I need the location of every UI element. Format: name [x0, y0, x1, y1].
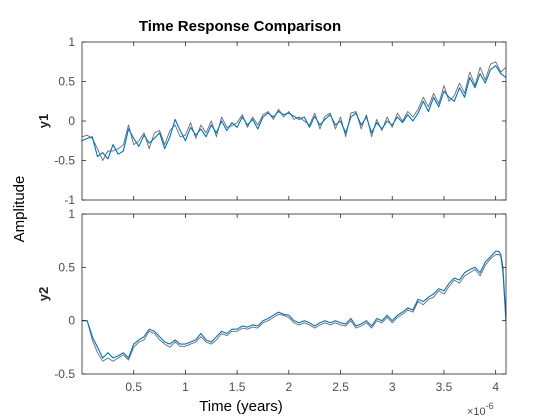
y-tick-label: -0.5	[54, 154, 75, 168]
series-line-y1-1	[82, 65, 506, 160]
subplot-y2: -0.5 0 0.5 1 0.5 1 1.5 2 2.5 3 3.5 4 y2	[36, 207, 507, 394]
y-tick-label: 1	[68, 207, 75, 221]
x-exponent-base: ×10	[467, 406, 486, 418]
series-line-y1-2	[82, 61, 506, 161]
y-tick-label: 1	[68, 35, 75, 49]
x-tick-label: 4	[492, 380, 499, 394]
y-tick-label: 0.5	[58, 75, 75, 89]
y-tick-label: -1	[64, 193, 75, 207]
x-exponent-power: -6	[486, 401, 494, 411]
y-tick-label: 0	[68, 114, 75, 128]
x-axis-label: Time (years)	[199, 398, 283, 415]
series-line-y2-2	[82, 254, 506, 362]
axes-frame-y1	[81, 41, 507, 201]
x-tick-label: 2	[285, 380, 292, 394]
y-tick-label: -0.5	[54, 367, 75, 381]
axes-frame-y2	[81, 213, 507, 375]
x-tick-label: 1.5	[229, 380, 246, 394]
series-line-y2-1	[82, 250, 506, 359]
y-axis-label: Amplitude	[11, 176, 28, 243]
x-tick-label: 3.5	[436, 380, 453, 394]
x-tick-label: 1	[182, 380, 189, 394]
x-exponent-label: ×10-6	[467, 401, 494, 418]
x-tick-label: 0.5	[125, 380, 142, 394]
subplot-y1: -1 -0.5 0 0.5 1 y1	[36, 35, 507, 207]
plot-area: -1 -0.5 0 0.5 1 y1 -0.5 0 0.5 1 0.5 1 1.5 2 2.5 3 3.5 4 y2	[36, 35, 507, 394]
y-tick-label: 0.5	[58, 260, 75, 274]
x-tick-label: 2.5	[332, 380, 349, 394]
x-tick-label: 3	[389, 380, 396, 394]
subplot-label-y1: y1	[36, 114, 51, 128]
y-tick-label: 0	[68, 314, 75, 328]
subplot-label-y2: y2	[36, 287, 51, 301]
chart-title: Time Response Comparison	[139, 18, 341, 35]
